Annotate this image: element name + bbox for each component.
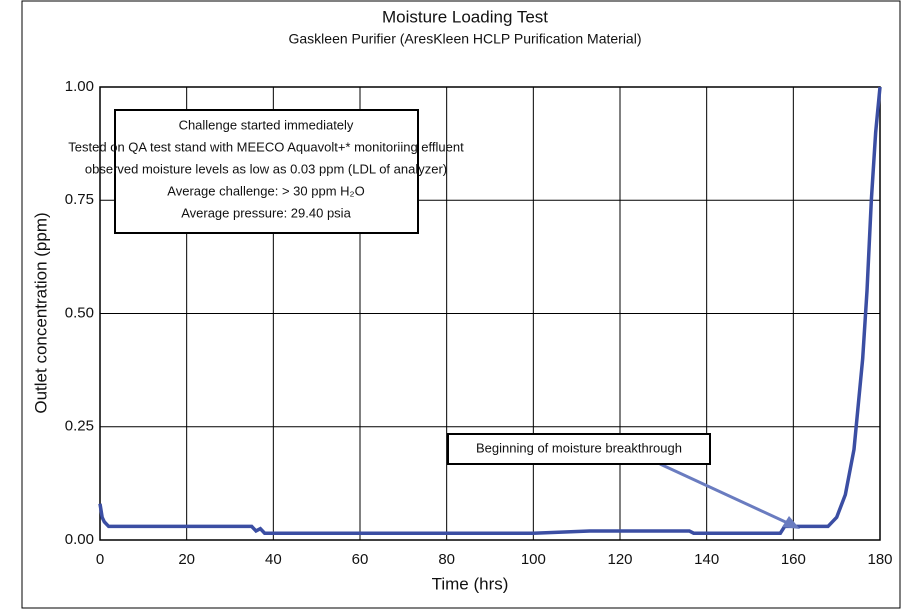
x-tick-label: 140 — [694, 551, 719, 568]
outer-frame — [21, 0, 901, 609]
y-tick-label: 0.00 — [65, 531, 94, 548]
x-tick-label: 40 — [265, 551, 282, 568]
plot-area: 0.00 0.25 0.50 0.75 1.00 0 20 40 60 80 100 120 140 16… — [65, 78, 893, 568]
y-tick-label: 1.00 — [65, 78, 94, 95]
x-tick-label: 0 — [96, 551, 104, 568]
annotation-lines: Challenge started immediately Tested on Q… — [68, 117, 464, 220]
annotation-line: Average pressure: 29.40 psia — [181, 205, 351, 220]
annotation-callout — [447, 433, 711, 465]
chart-subtitle: Gaskleen Purifier (AresKleen HCLP Purifi… — [289, 31, 642, 47]
annotation-line: Average challenge: > 30 ppm H₂O — [167, 183, 364, 198]
y-tick-label: 0.75 — [65, 191, 94, 208]
annotation-text: Beginning of moisture breakthrough — [476, 440, 682, 455]
x-tick-label: 100 — [521, 551, 546, 568]
plot-frame — [99, 86, 881, 541]
x-tick-label: 180 — [867, 551, 892, 568]
y-tick-label: 0.50 — [65, 304, 94, 321]
annotation-box — [114, 109, 419, 234]
y-tick-label: 0.25 — [65, 418, 94, 435]
x-tick-label: 120 — [607, 551, 632, 568]
annotation-line: Challenge started immediately — [179, 117, 354, 132]
chart-title: Moisture Loading Test — [382, 7, 548, 26]
x-tick-label: 160 — [781, 551, 806, 568]
x-tick-label: 60 — [352, 551, 369, 568]
data-line — [98, 86, 882, 535]
x-tick-label: 20 — [178, 551, 195, 568]
annotation-line: observed moisture levels as low as 0.03 … — [85, 161, 447, 176]
arrow-head — [782, 516, 800, 529]
y-axis-label: Outlet concentration (ppm) — [31, 212, 50, 413]
x-axis-label: Time (hrs) — [432, 574, 509, 593]
x-tick-label: 80 — [438, 551, 455, 568]
annotation-arrow — [659, 462, 793, 527]
annotation-line: Tested on QA test stand with MEECO Aquav… — [68, 139, 464, 154]
